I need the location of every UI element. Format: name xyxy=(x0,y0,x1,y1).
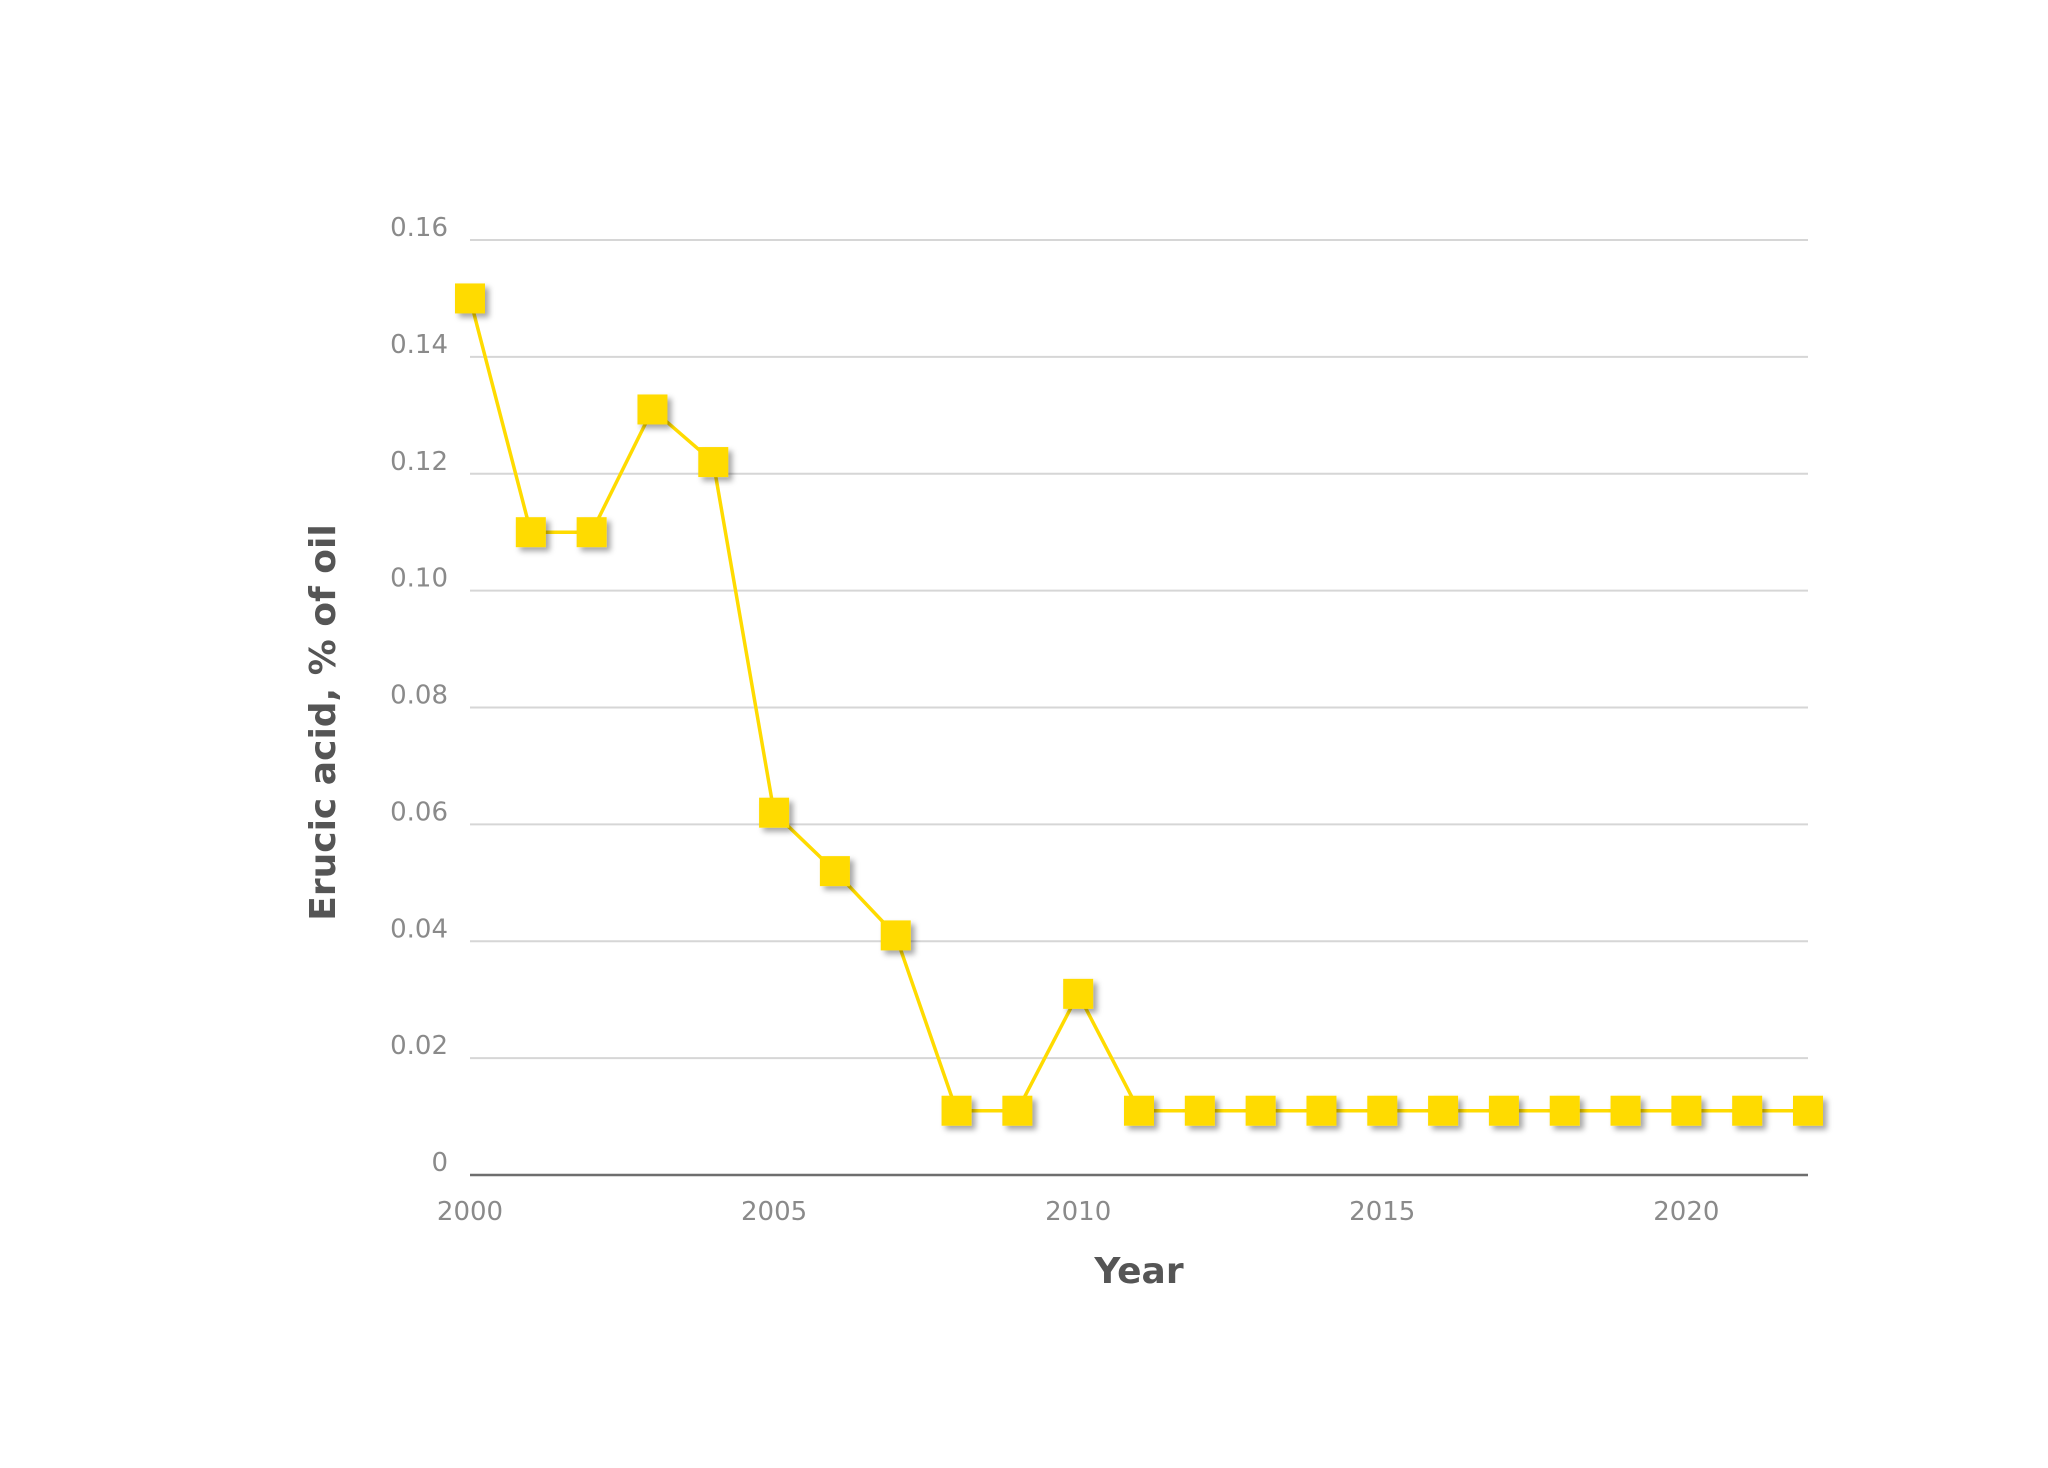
data-point-marker xyxy=(576,517,607,548)
data-series xyxy=(455,283,1823,1126)
axes: 0 0.02 0.04 0.06 0.08 0.10 0.12 0.14 0.16 2000 200… xyxy=(390,213,1808,1227)
data-point-marker xyxy=(1002,1095,1033,1126)
data-point-marker xyxy=(1732,1095,1763,1126)
data-point-marker xyxy=(941,1095,972,1126)
data-point-marker xyxy=(1428,1095,1459,1126)
data-point-marker xyxy=(880,920,911,951)
y-tick-label: 0.12 xyxy=(390,447,448,477)
data-point-marker xyxy=(515,517,546,548)
data-point-marker xyxy=(1488,1095,1519,1126)
y-tick-label: 0.10 xyxy=(390,564,448,594)
x-tick-label: 2005 xyxy=(741,1197,807,1227)
x-tick-label: 2015 xyxy=(1349,1197,1415,1227)
x-tick-label: 2020 xyxy=(1653,1197,1719,1227)
y-tick-label: 0.16 xyxy=(390,213,448,243)
gridlines xyxy=(470,239,1808,1060)
data-point-marker xyxy=(1124,1095,1154,1126)
data-point-marker xyxy=(455,283,485,314)
y-tick-label: 0.02 xyxy=(390,1031,448,1061)
data-point-marker xyxy=(1367,1095,1398,1126)
data-point-marker xyxy=(1184,1095,1215,1126)
y-tick-label: 0 xyxy=(431,1148,448,1178)
data-point-marker xyxy=(1245,1095,1276,1126)
x-axis-title: Year xyxy=(1093,1251,1183,1292)
data-point-marker xyxy=(1306,1095,1337,1126)
y-tick-label: 0.06 xyxy=(390,797,448,827)
data-point-marker xyxy=(1549,1095,1580,1126)
series-line xyxy=(468,297,1808,1113)
y-tick-label: 0.14 xyxy=(390,330,448,360)
x-tick-label: 2010 xyxy=(1045,1197,1111,1227)
y-axis-title: Erucic acid, % of oil xyxy=(303,524,344,920)
data-point-marker xyxy=(1793,1095,1823,1126)
data-point-marker xyxy=(1063,978,1094,1009)
data-point-marker xyxy=(698,447,729,478)
data-point-marker xyxy=(637,394,668,425)
data-point-marker xyxy=(1610,1095,1641,1126)
x-tick-label: 2000 xyxy=(437,1197,503,1227)
data-point-marker xyxy=(1671,1095,1702,1126)
y-tick-label: 0.08 xyxy=(390,681,448,711)
y-tick-label: 0.04 xyxy=(390,914,448,944)
data-point-marker xyxy=(819,856,850,887)
data-point-marker xyxy=(759,797,790,828)
